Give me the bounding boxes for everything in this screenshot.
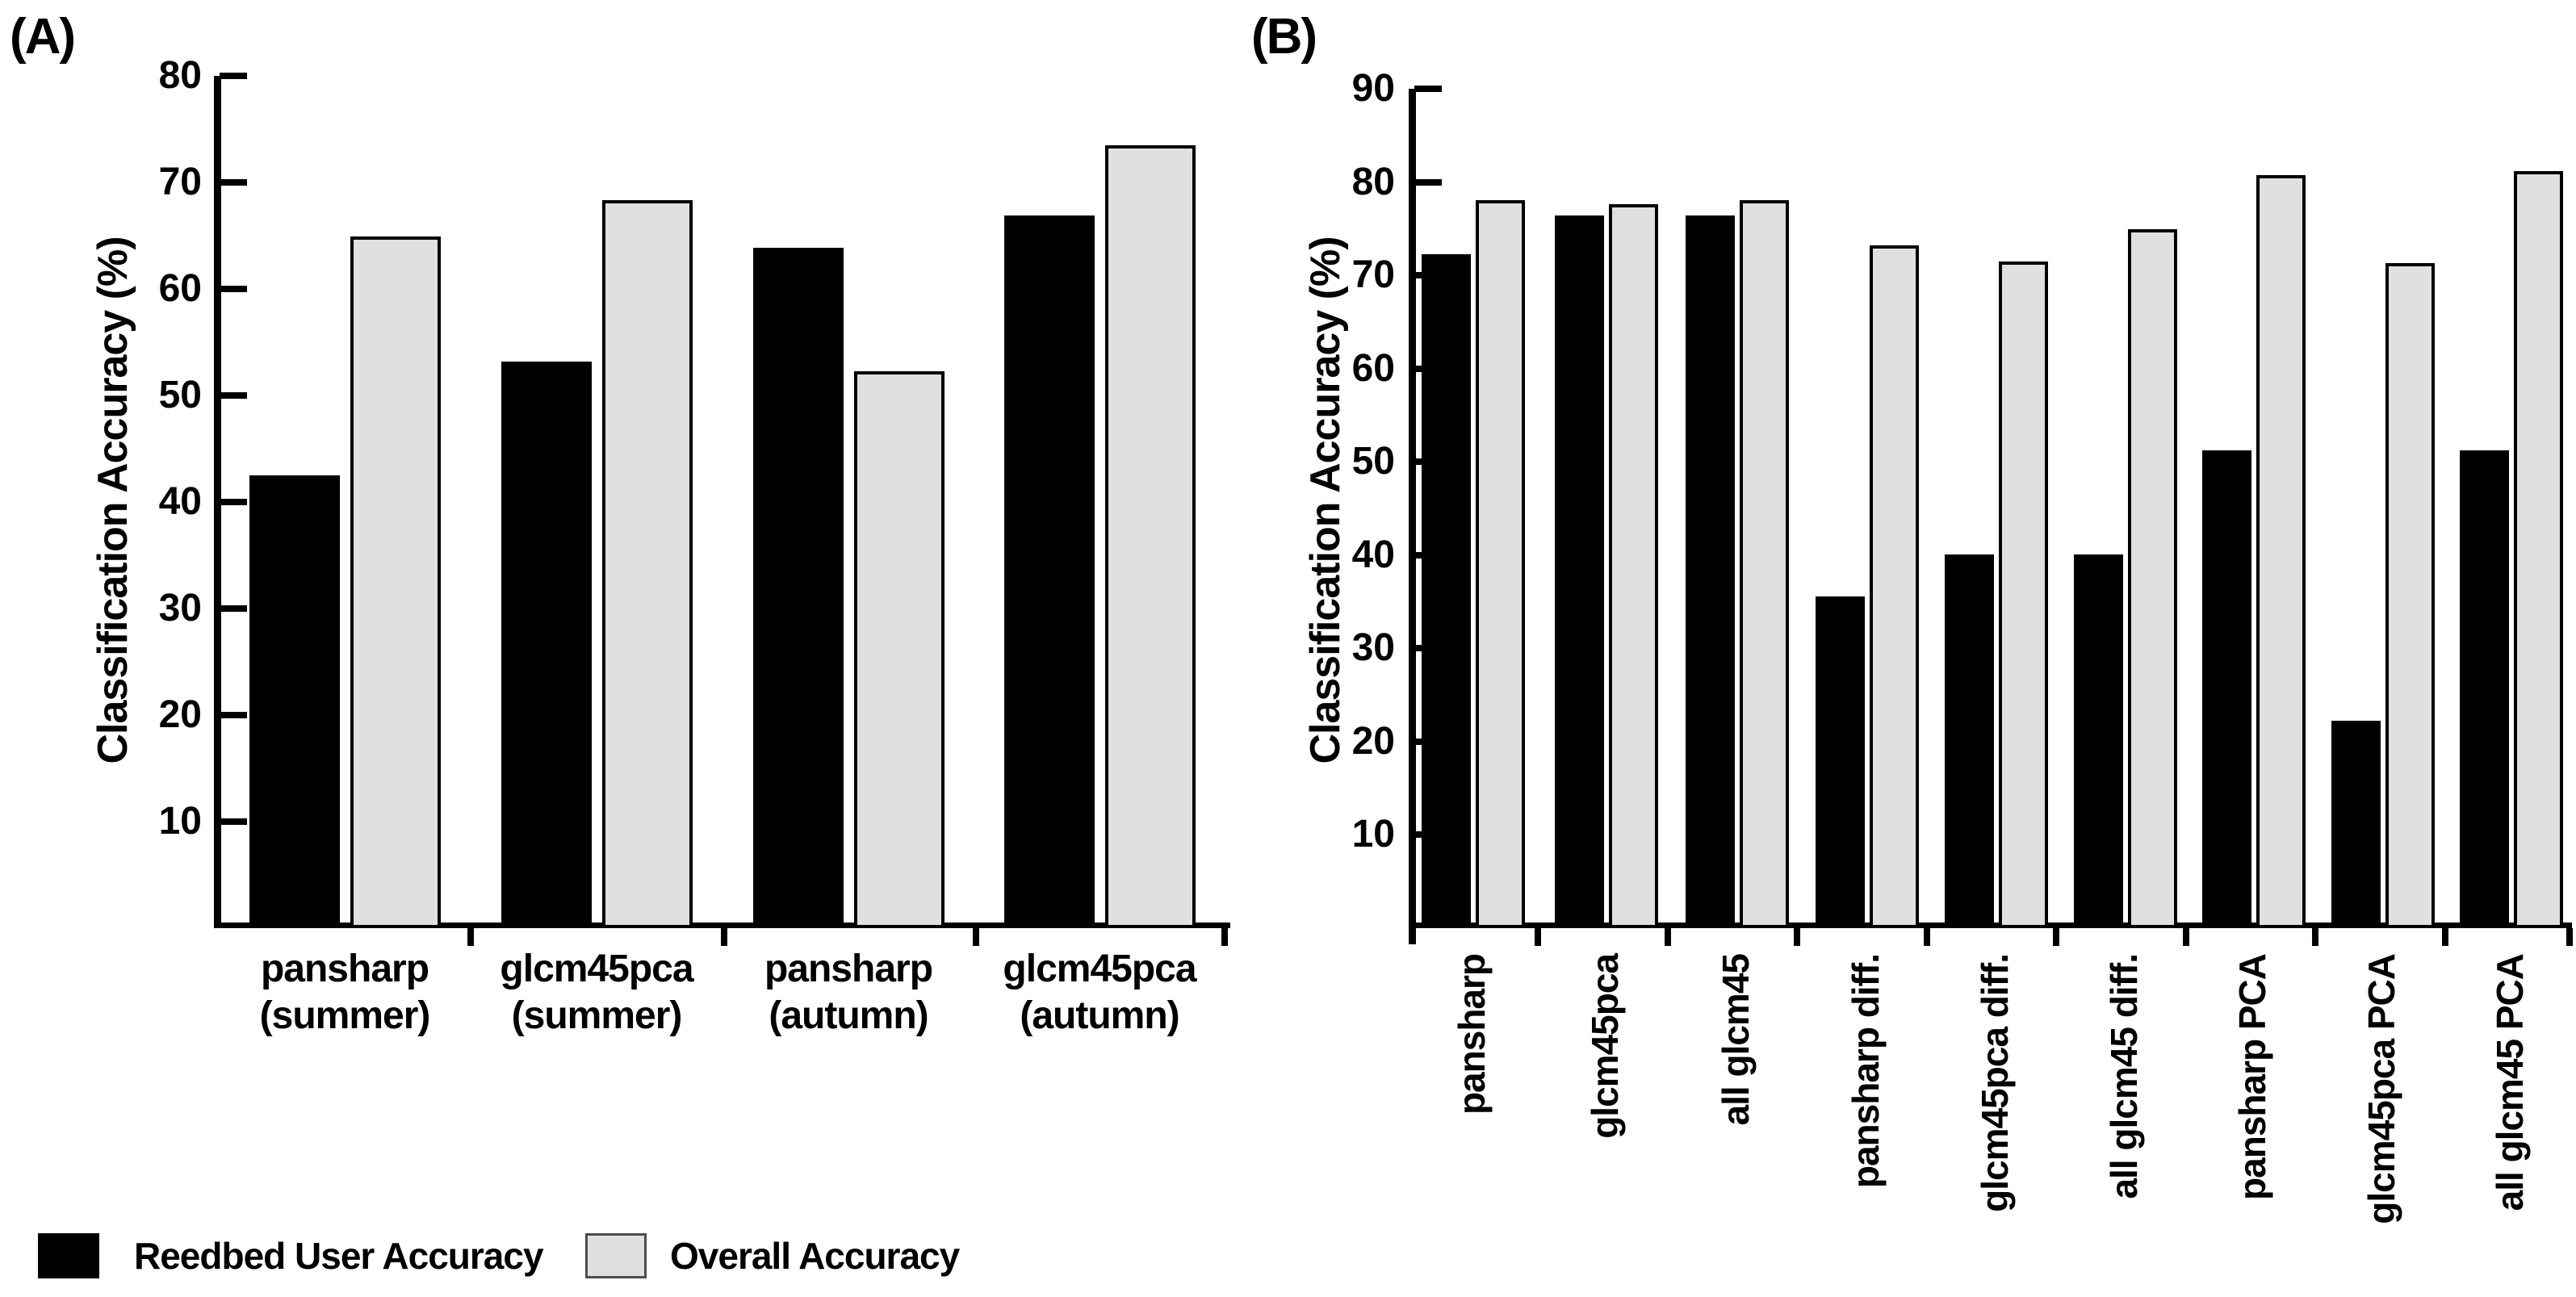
y-tick-mark	[1414, 86, 1442, 92]
y-tick-mark	[220, 712, 247, 718]
bar-overall-accuracy	[350, 236, 441, 928]
group-boundary-tick	[467, 928, 474, 946]
legend: Reedbed User Accuracy Overall Accuracy	[0, 1211, 1211, 1297]
group-boundary-tick	[721, 928, 727, 946]
y-tick-label: 40	[158, 480, 202, 523]
category-label: glcm45pca (summer)	[459, 946, 734, 1040]
y-tick-mark	[220, 179, 247, 186]
category-label: pansharp PCA	[2231, 954, 2273, 1200]
y-tick-mark	[1414, 178, 1442, 186]
group-boundary-tick	[2183, 928, 2189, 946]
group-boundary-tick	[1924, 928, 1930, 946]
category-label-line: (summer)	[259, 994, 431, 1037]
y-axis-spine	[214, 76, 221, 928]
y-tick-mark	[220, 818, 247, 825]
category-label-line: (summer)	[511, 994, 683, 1037]
bar-reedbed-user-accuracy	[1945, 554, 1994, 928]
bar-overall-accuracy	[1609, 204, 1658, 928]
bar-overall-accuracy	[1740, 199, 1789, 928]
category-label-line: glcm45pca	[1003, 948, 1196, 990]
bar-overall-accuracy	[2256, 175, 2306, 928]
category-label-line: glcm45pca	[500, 948, 693, 990]
bar-overall-accuracy	[601, 200, 693, 928]
bar-overall-accuracy	[2514, 170, 2563, 928]
y-tick-label: 20	[158, 693, 202, 736]
bar-reedbed-user-accuracy	[1421, 253, 1471, 928]
y-tick-label: 50	[1351, 440, 1395, 483]
legend-swatch-overall-accuracy	[585, 1233, 647, 1278]
category-label-line: pansharp	[260, 948, 429, 990]
y-axis-title-b: Classification Accuracy (%)	[1302, 236, 1349, 764]
bar-reedbed-user-accuracy	[1003, 215, 1095, 928]
y-tick-label: 30	[158, 587, 202, 630]
bar-overall-accuracy	[1999, 261, 2048, 928]
panel-b-label: (B)	[1251, 9, 1317, 65]
y-tick-mark	[220, 499, 247, 505]
x-axis-line	[214, 923, 1230, 928]
category-label-line: (autumn)	[769, 994, 928, 1037]
bar-reedbed-user-accuracy	[1555, 215, 1604, 928]
group-boundary-tick	[1221, 928, 1228, 946]
y-tick-mark	[220, 286, 247, 292]
category-label: pansharp	[1450, 954, 1493, 1115]
bar-reedbed-user-accuracy	[2202, 450, 2251, 928]
bar-reedbed-user-accuracy	[2460, 450, 2509, 928]
panel-a-label: (A)	[10, 9, 76, 65]
y-tick-label: 60	[158, 267, 202, 310]
category-label: glcm45pca	[1584, 954, 1626, 1139]
y-tick-label: 10	[158, 800, 202, 843]
y-axis-spine	[1409, 89, 1416, 944]
bar-reedbed-user-accuracy	[1686, 215, 1735, 928]
legend-label-overall-accuracy: Overall Accuracy	[670, 1235, 960, 1277]
bar-reedbed-user-accuracy	[249, 475, 340, 928]
y-tick-mark	[220, 392, 247, 399]
y-tick-label: 30	[1351, 626, 1395, 670]
y-tick-label: 80	[158, 54, 202, 97]
bar-overall-accuracy	[853, 370, 945, 928]
y-tick-label: 40	[1351, 533, 1395, 576]
y-tick-mark	[220, 605, 247, 612]
category-label: all glcm45 diff.	[2102, 954, 2145, 1199]
y-tick-label: 10	[1351, 813, 1395, 856]
category-label: glcm45pca diff.	[1974, 954, 2016, 1212]
bar-reedbed-user-accuracy	[2073, 554, 2123, 928]
bar-overall-accuracy	[1869, 245, 1919, 928]
y-tick-label: 60	[1351, 346, 1395, 390]
category-label: all glcm45	[1715, 954, 1757, 1126]
group-boundary-tick	[2442, 928, 2448, 946]
y-tick-label: 70	[158, 161, 202, 203]
category-label: pansharp (summer)	[207, 946, 482, 1040]
category-label: glcm45pca (autumn)	[962, 946, 1237, 1040]
category-label: pansharp diff.	[1844, 954, 1887, 1189]
group-boundary-tick	[1794, 928, 1800, 946]
bar-reedbed-user-accuracy	[2331, 721, 2381, 928]
group-boundary-tick	[973, 928, 979, 946]
y-tick-label: 20	[1351, 719, 1395, 763]
category-label-line: pansharp	[764, 948, 933, 990]
group-boundary-tick	[1665, 928, 1671, 946]
group-boundary-tick	[1535, 928, 1541, 946]
category-label: glcm45pca PCA	[2360, 954, 2402, 1224]
legend-swatch-reedbed-user-accuracy	[38, 1233, 99, 1278]
group-boundary-tick	[2566, 928, 2573, 946]
bar-overall-accuracy	[2385, 263, 2435, 928]
y-tick-label: 50	[158, 374, 202, 416]
y-tick-label: 80	[1351, 160, 1395, 203]
bar-overall-accuracy	[1475, 199, 1525, 928]
bar-reedbed-user-accuracy	[501, 361, 592, 928]
group-boundary-tick	[2312, 928, 2318, 946]
bar-overall-accuracy	[2127, 229, 2177, 928]
legend-label-reedbed-user-accuracy: Reedbed User Accuracy	[134, 1235, 544, 1277]
y-tick-label: 70	[1351, 253, 1395, 297]
y-tick-label: 90	[1351, 67, 1395, 110]
category-label: all glcm45 PCA	[2489, 954, 2531, 1211]
bar-reedbed-user-accuracy	[1815, 596, 1865, 928]
group-boundary-tick	[2053, 928, 2059, 946]
bar-overall-accuracy	[1104, 144, 1196, 928]
y-tick-mark	[220, 73, 247, 79]
bar-reedbed-user-accuracy	[752, 247, 844, 928]
category-label: pansharp (autumn)	[711, 946, 986, 1040]
category-label-line: (autumn)	[1020, 994, 1179, 1037]
